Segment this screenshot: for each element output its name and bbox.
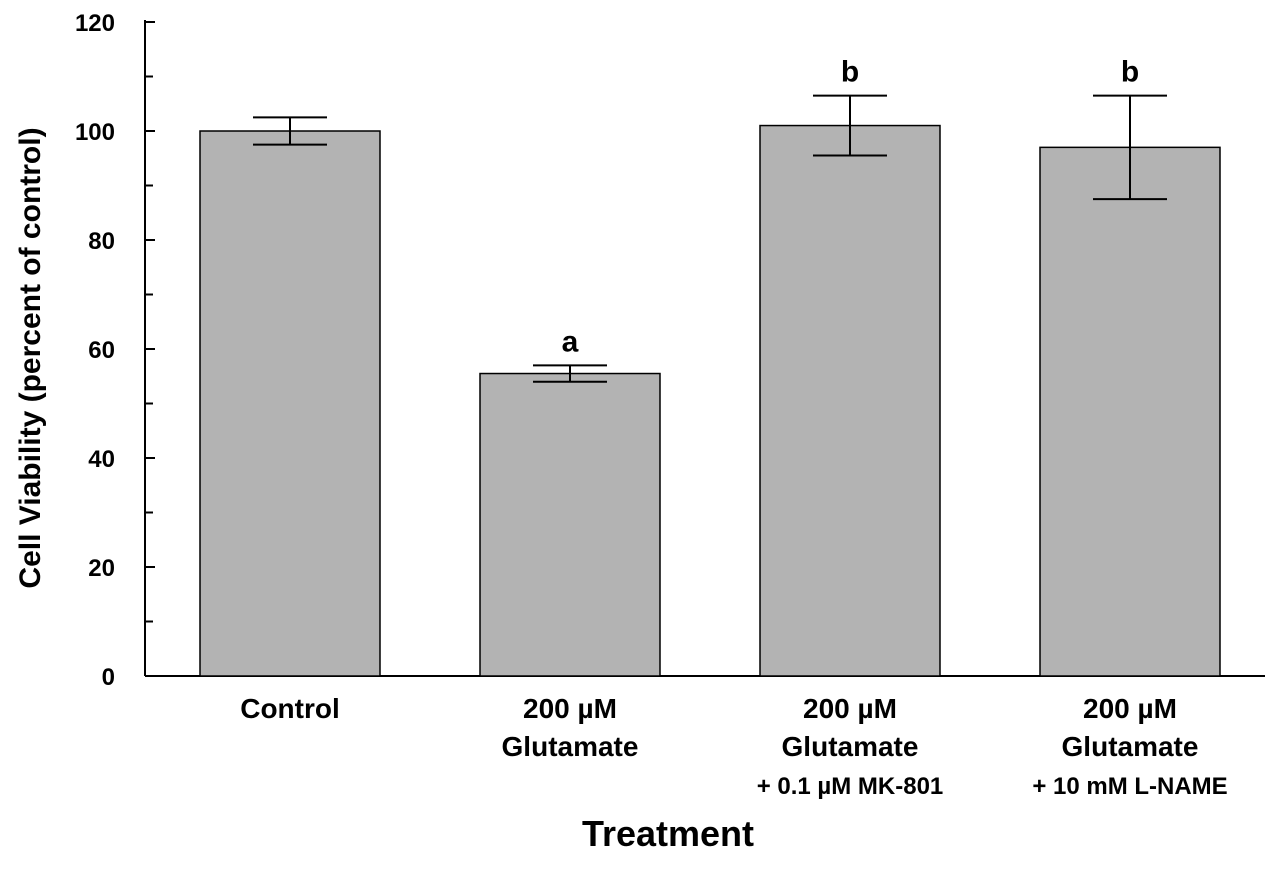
bar bbox=[199, 130, 381, 677]
y-tick-label: 100 bbox=[75, 119, 115, 146]
significance-label: b bbox=[841, 56, 859, 89]
error-bars bbox=[253, 94, 1167, 383]
y-tick-label: 80 bbox=[88, 228, 115, 255]
significance-label: a bbox=[562, 325, 579, 358]
bars bbox=[199, 124, 1221, 677]
y-tick-label: 40 bbox=[88, 446, 115, 473]
y-tick-label: 0 bbox=[102, 664, 115, 691]
y-tick-label: 60 bbox=[88, 337, 115, 364]
y-tick-label: 20 bbox=[88, 555, 115, 582]
y-axis-title: Cell Viability (percent of control) bbox=[14, 127, 47, 588]
bar bbox=[1039, 146, 1221, 677]
x-axis-title: Treatment bbox=[582, 813, 754, 854]
x-tick-label-line2: Glutamate bbox=[1062, 731, 1199, 762]
x-tick-label-line2: Glutamate bbox=[502, 731, 639, 762]
x-tick-label-line3: + 10 mM L-NAME bbox=[1032, 773, 1227, 800]
x-tick-label-line2: Glutamate bbox=[782, 731, 919, 762]
y-tick-label: 120 bbox=[75, 10, 115, 37]
significance-labels: a b b bbox=[562, 56, 1140, 359]
bar bbox=[479, 372, 661, 677]
x-tick-label: 200 µM bbox=[1083, 693, 1177, 724]
x-tick-label: 200 µM bbox=[803, 693, 897, 724]
bar bbox=[759, 124, 941, 677]
significance-label: b bbox=[1121, 56, 1139, 89]
x-tick-label: 200 µM bbox=[523, 693, 617, 724]
x-tick-label-line3: + 0.1 µM MK-801 bbox=[757, 773, 944, 800]
category-labels: Control 200 µM Glutamate 200 µM Glutamate + 0… bbox=[240, 693, 1227, 800]
x-tick-label: Control bbox=[240, 693, 340, 724]
